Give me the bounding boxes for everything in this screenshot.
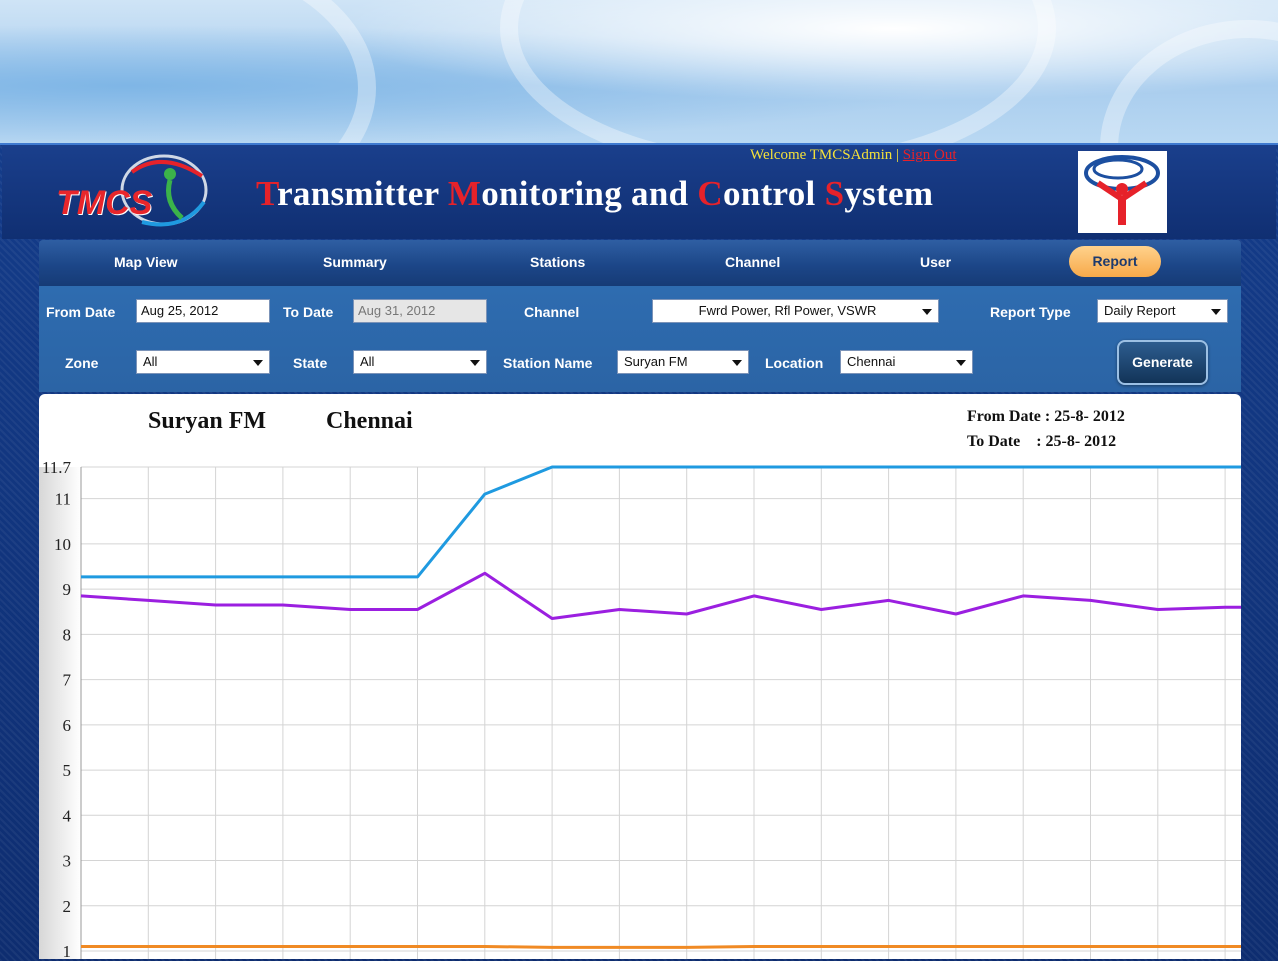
app-title: Transmitter Monitoring and Control Syste… (256, 174, 934, 213)
globe-person-icon (1084, 155, 1160, 225)
chevron-down-icon (922, 309, 932, 315)
nav-stations[interactable]: Stations (530, 254, 586, 270)
y-tick-label: 11.7 (42, 458, 72, 477)
zone-label: Zone (65, 355, 99, 371)
report-to-date: To Date : 25-8- 2012 (967, 433, 1117, 450)
chevron-down-icon (470, 360, 480, 366)
y-tick-label: 6 (63, 716, 72, 735)
zone-select-value: All (143, 354, 158, 369)
report-type-label: Report Type (990, 304, 1071, 320)
chevron-down-icon (956, 360, 966, 366)
partner-logo (1078, 151, 1167, 233)
banner-swirl (0, 0, 376, 143)
y-tick-label: 10 (54, 535, 71, 554)
series-line-1 (81, 465, 1241, 579)
report-type-select[interactable]: Daily Report (1097, 299, 1228, 323)
main-nav: Map View Summary Stations Channel User (39, 240, 1241, 286)
nav-user[interactable]: User (920, 254, 952, 270)
chevron-down-icon (732, 360, 742, 366)
nav-report-active[interactable]: Report (1069, 246, 1161, 277)
channel-select-value: Fwrd Power, Rfl Power, VSWR (698, 303, 877, 318)
nav-channel[interactable]: Channel (725, 254, 781, 270)
report-panel: Suryan FM Chennai From Date : 25-8- 2012… (39, 394, 1241, 959)
station-name-label: Station Name (503, 355, 593, 371)
station-name-select-value: Suryan FM (624, 354, 688, 369)
state-label: State (293, 355, 328, 371)
series-line-2 (80, 571, 1241, 620)
y-tick-label: 2 (63, 897, 72, 916)
y-tick-label: 7 (63, 671, 72, 690)
report-date-range: From Date : 25-8- 2012 To Date : 25-8- 20… (967, 404, 1125, 454)
welcome-message: Welcome TMCSAdmin | Sign Out (750, 147, 957, 164)
state-select[interactable]: All (353, 350, 487, 374)
report-station-name: Suryan FM (148, 408, 267, 434)
y-tick-label: 9 (63, 580, 72, 599)
series-line-3 (81, 945, 1241, 949)
background-banner (0, 0, 1278, 143)
welcome-text: Welcome TMCSAdmin | (750, 147, 900, 163)
from-date-label: From Date (46, 304, 116, 320)
to-date-input[interactable]: Aug 31, 2012 (353, 299, 487, 323)
location-select-value: Chennai (847, 354, 896, 369)
y-tick-label: 4 (63, 806, 72, 825)
channel-select[interactable]: Fwrd Power, Rfl Power, VSWR (652, 299, 939, 323)
station-name-select[interactable]: Suryan FM (617, 350, 749, 374)
report-from-date: From Date : 25-8- 2012 (967, 408, 1125, 425)
y-tick-label: 11 (55, 490, 71, 509)
channel-label: Channel (524, 304, 580, 320)
to-date-label: To Date (283, 304, 334, 320)
location-select[interactable]: Chennai (840, 350, 973, 374)
chevron-down-icon (1211, 309, 1221, 315)
generate-button[interactable]: Generate (1117, 340, 1208, 385)
app-header (2, 145, 1276, 239)
chevron-down-icon (253, 360, 263, 366)
y-tick-label: 5 (63, 761, 72, 780)
tmcs-logo: TMCS (52, 152, 212, 232)
y-tick-label: 1 (63, 942, 72, 959)
y-tick-label: 3 (63, 852, 72, 871)
y-axis-strip (39, 467, 81, 959)
logo-swoosh-icon (120, 154, 208, 227)
zone-select[interactable]: All (136, 350, 270, 374)
from-date-input[interactable]: Aug 25, 2012 (136, 299, 270, 323)
state-select-value: All (360, 354, 375, 369)
line-chart: 11.7 11 10 9 8 7 6 5 4 3 2 1 (39, 458, 1241, 959)
sign-out-link[interactable]: Sign Out (902, 147, 957, 163)
nav-map-view[interactable]: Map View (114, 254, 178, 270)
report-type-select-value: Daily Report (1104, 303, 1176, 318)
report-location: Chennai (326, 408, 413, 434)
location-label: Location (765, 355, 824, 371)
logo-text: TMCS (56, 184, 153, 222)
banner-swirl (1100, 20, 1278, 143)
banner-swirl (500, 0, 1056, 143)
y-tick-label: 8 (63, 625, 72, 644)
nav-summary[interactable]: Summary (323, 254, 387, 270)
